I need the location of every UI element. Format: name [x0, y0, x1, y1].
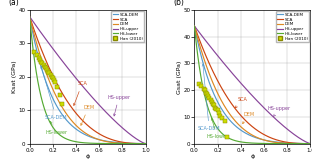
- Point: [48, 74, 53, 76]
- Point: [207, 97, 212, 100]
- X-axis label: ϕ: ϕ: [85, 154, 90, 159]
- Point: [203, 92, 208, 94]
- Text: SCA: SCA: [236, 97, 247, 108]
- Point: [216, 112, 221, 114]
- Point: [224, 136, 229, 138]
- Text: HS-upper: HS-upper: [267, 106, 291, 116]
- Y-axis label: Gsat (GPa): Gsat (GPa): [177, 60, 182, 94]
- Text: (b): (b): [173, 0, 184, 7]
- Point: [217, 114, 222, 117]
- Point: [43, 67, 48, 70]
- Point: [41, 64, 46, 66]
- Point: [53, 80, 58, 83]
- Point: [201, 88, 206, 90]
- Point: [57, 94, 62, 97]
- Point: [208, 98, 213, 101]
- Text: HS-lower: HS-lower: [46, 121, 68, 135]
- Point: [51, 79, 56, 81]
- Point: [206, 94, 211, 97]
- Point: [42, 65, 47, 68]
- Point: [40, 62, 45, 65]
- Text: DEM: DEM: [81, 105, 94, 125]
- Point: [50, 77, 55, 80]
- Point: [55, 86, 60, 88]
- Point: [213, 106, 218, 109]
- Point: [49, 75, 54, 78]
- Point: [32, 50, 37, 53]
- Point: [60, 102, 65, 105]
- Text: HS-upper: HS-upper: [107, 95, 130, 116]
- Point: [34, 54, 39, 56]
- Y-axis label: Ksat (GPa): Ksat (GPa): [12, 60, 17, 93]
- Point: [222, 120, 227, 122]
- Point: [39, 60, 44, 63]
- Point: [37, 57, 41, 60]
- Legend: SCA-DEM, SCA, DEM, HS-upper, HS-lower, Han (2010): SCA-DEM, SCA, DEM, HS-upper, HS-lower, H…: [111, 11, 144, 42]
- Legend: SCA-DEM, SCA, DEM, HS-upper, HS-lower, Han (2010): SCA-DEM, SCA, DEM, HS-upper, HS-lower, H…: [276, 11, 309, 42]
- Point: [211, 102, 216, 105]
- Text: SCA: SCA: [74, 81, 87, 106]
- Point: [220, 117, 225, 120]
- Point: [202, 89, 207, 92]
- Text: HS-lower: HS-lower: [206, 118, 228, 139]
- Point: [45, 69, 50, 71]
- X-axis label: ϕ: ϕ: [250, 154, 255, 159]
- Point: [37, 59, 42, 61]
- Point: [212, 104, 217, 106]
- Text: (a): (a): [9, 0, 20, 7]
- Text: SCA-DEM: SCA-DEM: [41, 66, 67, 120]
- Point: [209, 101, 214, 104]
- Point: [205, 93, 210, 96]
- Point: [47, 72, 52, 75]
- Point: [46, 70, 51, 73]
- Point: [215, 109, 220, 112]
- Text: DEM: DEM: [243, 112, 254, 124]
- Point: [197, 82, 202, 85]
- Point: [214, 108, 219, 110]
- Text: SCA-DEM: SCA-DEM: [198, 64, 221, 131]
- Point: [199, 85, 204, 88]
